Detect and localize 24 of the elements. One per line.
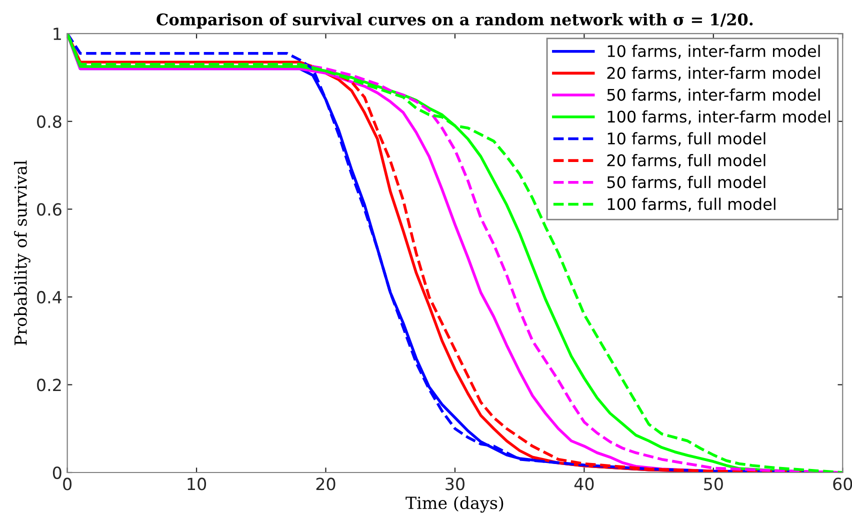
x-tick-label: 10: [188, 478, 206, 490]
legend-label: 20 farms, full model: [607, 154, 766, 168]
y-tick-label: 1: [54, 28, 61, 40]
legend-label: 50 farms, inter-farm model: [607, 88, 820, 102]
legend-label: 10 farms, inter-farm model: [608, 44, 820, 59]
x-tick-label: 60: [833, 478, 852, 490]
chart-title: Comparison of survival curves on a random network with σ = 1/20.: [156, 13, 753, 29]
legend-label: 100 farms, full model: [608, 198, 776, 212]
y-tick-label: 0.4: [37, 290, 62, 304]
x-tick-label: 0: [63, 478, 72, 490]
x-tick-label: 20: [316, 478, 336, 490]
y-tick-label: 0.8: [37, 115, 62, 128]
y-tick-label: 0: [52, 466, 62, 480]
x-axis-title: Time (days): [406, 496, 504, 513]
x-tick-label: 50: [704, 478, 723, 490]
x-tick-label: 40: [574, 478, 594, 490]
y-tick-label: 0.2: [37, 378, 61, 392]
legend-label: 20 farms, inter-farm model: [607, 66, 820, 81]
x-tick-label: 30: [446, 478, 464, 490]
legend-label: 100 farms, inter-farm model: [608, 110, 830, 124]
y-axis-title: Probability of survival: [14, 160, 30, 346]
legend-label: 10 farms, full model: [608, 132, 766, 146]
y-tick-label: 0.6: [37, 203, 62, 216]
legend-label: 50 farms, full model: [607, 176, 766, 190]
